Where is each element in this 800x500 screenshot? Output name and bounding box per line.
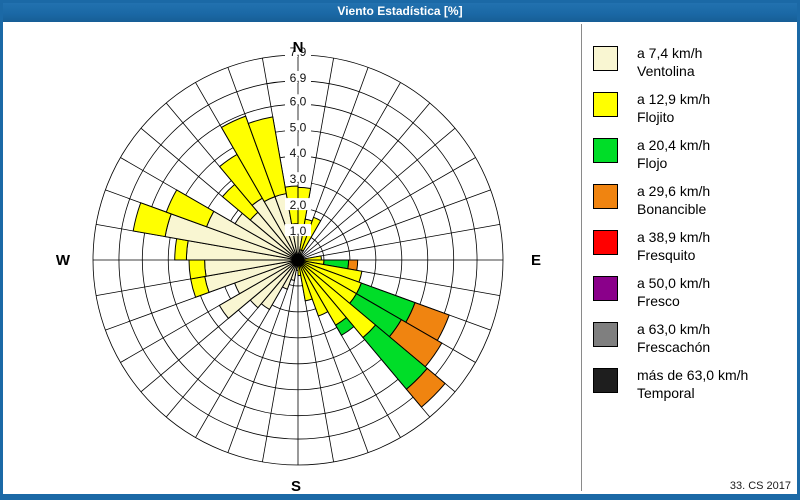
legend-swatch-bonancible bbox=[593, 184, 618, 209]
sector-260-flojito bbox=[188, 259, 207, 280]
wind-rose-bars bbox=[132, 115, 450, 408]
radial-tick-label: 6,9 bbox=[290, 71, 307, 85]
legend-label-fresquito: a 38,9 km/h Fresquito bbox=[637, 228, 710, 264]
tick-label-box bbox=[285, 224, 311, 237]
legend-label-bonancible: a 29,6 km/h Bonancible bbox=[637, 182, 710, 218]
radial-tick-label: 4,0 bbox=[290, 146, 307, 160]
footer-credit: 33. CS 2017 bbox=[729, 480, 791, 492]
legend-item-fresquito: a 38,9 km/h Fresquito bbox=[593, 229, 793, 263]
radial-tick-label: 3,0 bbox=[290, 172, 307, 186]
radial-tick-label: 1,0 bbox=[290, 224, 307, 238]
sector-130-bonancible bbox=[405, 367, 446, 408]
legend-label-flojito: a 12,9 km/h Flojito bbox=[637, 90, 710, 126]
compass-labels: N S W E bbox=[56, 39, 541, 494]
legend-swatch-flojo bbox=[593, 138, 618, 163]
legend-item-flojito: a 12,9 km/h Flojito bbox=[593, 91, 793, 125]
legend-name: Fresquito bbox=[637, 247, 696, 263]
grid-spoke bbox=[227, 259, 299, 453]
legend-swatch-temporal bbox=[593, 368, 618, 393]
legend-item-temporal: más de 63,0 km/h Temporal bbox=[593, 367, 793, 401]
title-bar: Viento Estadística [%] bbox=[3, 3, 797, 22]
legend-name: Temporal bbox=[637, 385, 695, 401]
grid-spoke bbox=[297, 189, 491, 261]
legend-name: Bonancible bbox=[637, 201, 707, 217]
legend-name: Fresco bbox=[637, 293, 680, 309]
tick-label-box bbox=[285, 120, 311, 133]
tick-label-box bbox=[285, 198, 311, 211]
legend-swatch-fresco bbox=[593, 276, 618, 301]
radial-tick-label: 2,0 bbox=[290, 198, 307, 212]
sector-160-flojito bbox=[297, 259, 313, 302]
tick-label-box bbox=[285, 172, 311, 185]
wind-rose-svg: 1,0 2,0 3,0 4,0 5,0 6,0 6,9 7,9N S W E bbox=[56, 39, 541, 494]
compass-west-label: W bbox=[56, 252, 71, 269]
sector-330-flojito bbox=[220, 115, 276, 203]
legend: a 7,4 km/h Ventolina a 12,9 km/h Flojito a 2… bbox=[593, 45, 793, 414]
legend-name: Ventolina bbox=[637, 63, 695, 79]
legend-label-frescachon: a 63,0 km/h Frescachón bbox=[637, 320, 710, 356]
legend-speed: a 50,0 km/h bbox=[637, 275, 711, 291]
grid-spoke bbox=[297, 157, 476, 261]
legend-item-bonancible: a 29,6 km/h Bonancible bbox=[593, 183, 793, 217]
radial-tick-label: 6,0 bbox=[290, 94, 307, 108]
legend-label-flojo: a 20,4 km/h Flojo bbox=[637, 136, 710, 172]
wind-rose-chart: 1,0 2,0 3,0 4,0 5,0 6,0 6,9 7,9 N S W E bbox=[3, 22, 585, 494]
legend-swatch-flojito bbox=[593, 92, 618, 117]
sector-290-flojito bbox=[165, 189, 215, 228]
compass-north-label: N bbox=[293, 39, 304, 56]
legend-label-ventolina: a 7,4 km/h Ventolina bbox=[637, 44, 702, 80]
tick-label-box bbox=[285, 146, 311, 159]
legend-name: Flojito bbox=[637, 109, 675, 125]
grid-spoke bbox=[297, 127, 456, 261]
window-title: Viento Estadística [%] bbox=[337, 4, 463, 18]
legend-item-flojo: a 20,4 km/h Flojo bbox=[593, 137, 793, 171]
chart-legend-separator bbox=[581, 24, 582, 491]
grid-spoke bbox=[262, 259, 299, 462]
tick-label-box bbox=[285, 70, 311, 83]
center-hub bbox=[291, 253, 305, 267]
sector-230-ventolina bbox=[218, 259, 299, 320]
legend-speed: a 29,6 km/h bbox=[637, 183, 711, 199]
radial-tick-labels: 1,0 2,0 3,0 4,0 5,0 6,0 6,9 7,9 bbox=[285, 45, 311, 238]
compass-east-label: E bbox=[531, 252, 541, 269]
legend-speed: a 20,4 km/h bbox=[637, 137, 711, 153]
grid-spoke bbox=[297, 102, 431, 261]
legend-speed: a 12,9 km/h bbox=[637, 91, 711, 107]
compass-south-label: S bbox=[291, 478, 301, 494]
sector-20-flojito bbox=[300, 216, 322, 252]
sector-150-flojito bbox=[297, 259, 329, 317]
sector-340-flojito bbox=[247, 116, 287, 198]
legend-name: Frescachón bbox=[637, 339, 711, 355]
legend-name: Flojo bbox=[637, 155, 668, 171]
grid-spoke bbox=[297, 224, 500, 261]
legend-label-temporal: más de 63,0 km/h Temporal bbox=[637, 366, 748, 402]
radial-tick-label: 5,0 bbox=[290, 120, 307, 134]
sector-270-flojito bbox=[174, 238, 189, 261]
legend-speed: a 7,4 km/h bbox=[637, 45, 703, 61]
legend-swatch-fresquito bbox=[593, 230, 618, 255]
legend-speed: a 63,0 km/h bbox=[637, 321, 711, 337]
legend-item-frescachon: a 63,0 km/h Frescachón bbox=[593, 321, 793, 355]
legend-swatch-ventolina bbox=[593, 46, 618, 71]
legend-item-ventolina: a 7,4 km/h Ventolina bbox=[593, 45, 793, 79]
legend-item-fresco: a 50,0 km/h Fresco bbox=[593, 275, 793, 309]
tick-label-box bbox=[285, 45, 311, 57]
legend-speed: más de 63,0 km/h bbox=[637, 367, 749, 383]
legend-speed: a 38,9 km/h bbox=[637, 229, 711, 245]
sector-280-flojito bbox=[132, 202, 172, 238]
tick-label-box bbox=[285, 94, 311, 107]
legend-swatch-frescachon bbox=[593, 322, 618, 347]
radial-tick-label: 7,9 bbox=[290, 45, 307, 59]
sector-140-flojo bbox=[334, 316, 355, 336]
legend-label-fresco: a 50,0 km/h Fresco bbox=[637, 274, 710, 310]
